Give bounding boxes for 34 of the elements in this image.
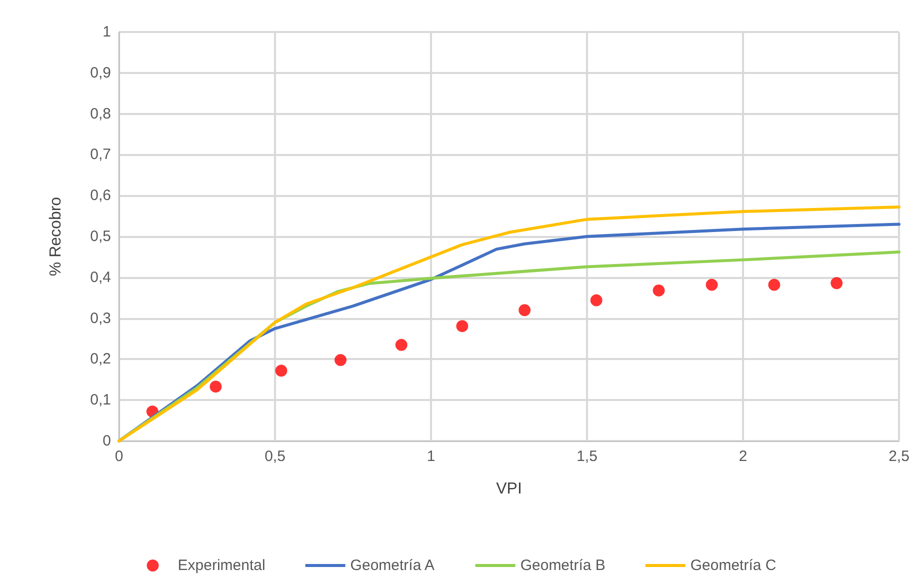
y-tick-label: 0,7	[90, 146, 111, 164]
x-tick-label: 1,5	[576, 448, 598, 465]
x-tick-label: 2,5	[888, 448, 910, 465]
legend-label: Geometría C	[690, 557, 776, 574]
y-tick-label: 1	[102, 24, 111, 40]
y-tick-label: 0,6	[90, 187, 111, 204]
y-tick-label: 0,1	[90, 392, 111, 409]
y-tick-label: 0	[102, 432, 111, 450]
x-tick-label: 0	[114, 448, 124, 465]
point	[518, 304, 531, 316]
y-tick-label: 0,9	[90, 64, 111, 82]
x-tick-label: 1	[426, 448, 436, 465]
x-tick-label: 2	[738, 448, 748, 465]
point	[768, 278, 780, 291]
y-axis-title: % Recobro	[48, 196, 64, 276]
point	[590, 294, 602, 306]
legend-label: Experimental	[178, 557, 266, 574]
point	[706, 278, 718, 291]
legend-label: Geometría B	[520, 557, 606, 574]
point	[275, 364, 288, 377]
x-tick-label: 0,5	[264, 448, 286, 465]
y-tick-label: 0,3	[90, 310, 111, 327]
legend-label: Geometría A	[350, 557, 435, 574]
point	[652, 284, 665, 296]
x-axis-title: VPI	[496, 480, 522, 498]
point	[334, 354, 347, 366]
point	[210, 380, 222, 393]
y-tick-label: 0,5	[90, 228, 111, 245]
point	[456, 320, 468, 332]
point	[395, 338, 408, 351]
y-tick-label: 0,2	[90, 350, 111, 368]
point	[830, 277, 843, 290]
y-tick-label: 0,4	[90, 268, 111, 286]
y-tick-label: 0,8	[90, 105, 111, 122]
